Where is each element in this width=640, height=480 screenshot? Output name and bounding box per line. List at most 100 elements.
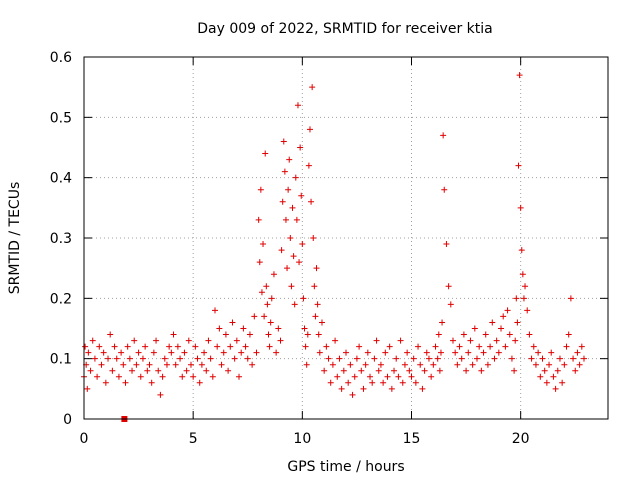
y-tick-label: 0.2 [50,291,72,307]
data-point [465,349,472,356]
data-point [308,198,315,205]
data-point [302,343,309,350]
data-point [107,331,114,338]
data-point [388,385,395,392]
data-point [142,343,149,350]
data-point [124,343,131,350]
y-tick-label: 0.3 [50,231,72,247]
data-point [291,301,298,308]
data-point [356,343,363,350]
data-point [559,379,566,386]
data-point [440,132,447,139]
data-point [495,349,502,356]
data-point [471,325,478,332]
data-point [261,313,268,320]
data-point [170,331,177,338]
data-point [285,186,292,193]
data-point [253,349,260,356]
data-point [522,283,529,290]
data-point [384,373,391,380]
data-point [373,337,380,344]
data-point [174,343,181,350]
data-point [214,343,221,350]
data-point [345,379,352,386]
axis-ticks: 0 0.1 0.2 0.3 0.4 0.5 0.6 0 5 10 15 20 [50,50,608,447]
data-point [233,337,240,344]
data-point [301,325,308,332]
data-point [84,385,91,392]
data-point [229,319,236,326]
data-point [520,295,527,302]
data-point [139,355,146,362]
data-point [546,361,553,368]
chart-title: Day 009 of 2022, SRMTID for receiver kti… [197,21,492,37]
x-tick-label: 15 [403,431,421,447]
data-point [131,337,138,344]
data-point [270,271,277,278]
data-point [262,150,269,157]
data-point [454,361,461,368]
data-point [504,307,511,314]
data-point [574,349,581,356]
data-point [155,367,162,374]
data-point [434,355,441,362]
y-tick-label: 0.1 [50,352,72,368]
data-point [94,373,101,380]
data-point [391,367,398,374]
data-point [102,379,109,386]
data-point [447,301,454,308]
data-point [249,361,256,368]
data-point [312,313,319,320]
data-point [519,271,526,278]
data-point [404,349,411,356]
data-point [263,283,270,290]
data-point [181,349,188,356]
data-point [242,343,249,350]
data-point [314,301,321,308]
y-tick-label: 0 [63,412,72,428]
data-point [532,361,539,368]
data-point [159,373,166,380]
data-point [415,343,422,350]
data-point [304,331,311,338]
y-tick-label: 0.5 [50,110,72,126]
data-point [135,349,142,356]
data-point [329,361,336,368]
data-point [256,259,263,266]
data-point [157,391,164,398]
data-point [371,355,378,362]
data-point [515,162,522,169]
data-point [212,307,218,314]
data-point [489,319,496,326]
data-point [207,355,214,362]
data-point [96,343,103,350]
x-tick-label: 10 [293,431,311,447]
data-point [364,349,371,356]
data-point [267,319,274,326]
data-point [360,385,367,392]
data-point [268,295,275,302]
data-point [222,331,229,338]
data-point [512,337,519,344]
data-point [251,313,258,320]
data-point [311,283,318,290]
data-point [209,373,216,380]
data-point [306,126,313,133]
data-point [293,216,300,223]
data-point [508,355,515,362]
data-point [452,349,459,356]
data-point [565,331,572,338]
data-point [111,343,118,350]
data-point [313,265,320,272]
data-point [133,361,140,368]
y-axis-label: SRMTID / TECUs [7,182,23,295]
data-point [168,349,175,356]
data-point [498,325,505,332]
data-point [278,247,285,254]
data-point [369,379,376,386]
data-point [137,373,144,380]
data-point [240,325,247,332]
data-point [513,295,520,302]
data-point [537,373,544,380]
